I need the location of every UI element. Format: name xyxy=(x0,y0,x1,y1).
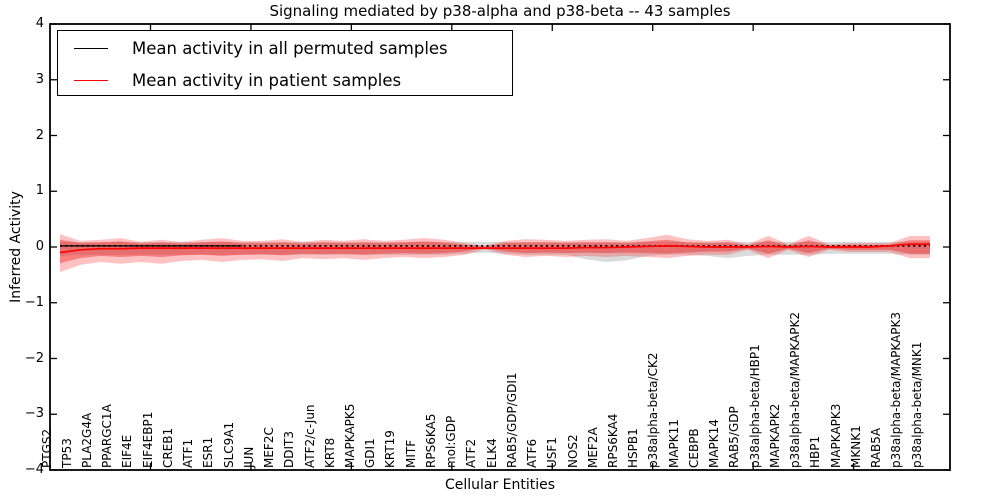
entity-label: NOS2 xyxy=(565,434,580,468)
y-tick-label: −3 xyxy=(24,406,44,422)
entity-label: MAPKAPK2 xyxy=(767,403,782,468)
chart-title: Signaling mediated by p38-alpha and p38-… xyxy=(269,2,731,20)
legend: Mean activity in all permuted samples Me… xyxy=(57,30,513,96)
entity-label: p38alpha-beta/MAPKAPK3 xyxy=(889,312,904,468)
entity-label: ATF6 xyxy=(525,438,540,468)
entity-label: RAB5A xyxy=(869,427,884,468)
entity-label: ELK4 xyxy=(484,438,499,468)
patient-line-swatch-icon xyxy=(74,79,108,81)
entity-label: MAPK11 xyxy=(666,419,681,468)
y-tick-label: −4 xyxy=(24,462,44,477)
entity-label: PTGS2 xyxy=(39,428,54,468)
entity-label: RPS6KA4 xyxy=(606,413,620,468)
entity-label: EIF4E xyxy=(120,434,135,468)
entity-label: ATF2/c-Jun xyxy=(302,404,317,468)
legend-label-permuted: Mean activity in all permuted samples xyxy=(132,38,448,58)
entity-label: RAB5/GDP xyxy=(727,406,742,468)
entity-label: MEF2C xyxy=(262,427,277,468)
permuted-line-swatch-icon xyxy=(74,47,108,49)
entity-label: MKNK1 xyxy=(848,425,863,468)
y-tick-label: −2 xyxy=(24,350,44,366)
y-tick-label: 3 xyxy=(35,71,44,87)
entity-label: JUN xyxy=(241,446,256,468)
y-tick-label: 1 xyxy=(35,183,44,199)
entity-label: CREB1 xyxy=(160,427,175,468)
y-tick-label: 0 xyxy=(35,239,44,254)
entity-label: PLA2G4A xyxy=(79,412,94,468)
entity-label: HSPB1 xyxy=(626,428,641,468)
y-axis-label: Inferred Activity xyxy=(8,191,24,303)
entity-label: GDI1 xyxy=(363,438,378,468)
entity-label: ATF2 xyxy=(464,438,479,468)
entity-label: EIF4EBP1 xyxy=(140,411,155,468)
band-patient-outer-band xyxy=(60,234,930,273)
legend-item-permuted: Mean activity in all permuted samples xyxy=(58,33,512,63)
entity-label: MAPKAPK3 xyxy=(828,403,843,468)
entity-label: TP53 xyxy=(59,438,74,468)
legend-label-patient: Mean activity in patient samples xyxy=(132,70,402,90)
y-tick-label: 2 xyxy=(35,127,44,143)
x-axis-label: Cellular Entities xyxy=(444,477,556,493)
entity-label: PPARGC1A xyxy=(100,404,115,468)
entity-label: RPS6KA5 xyxy=(423,413,438,468)
entity-label: MAPK14 xyxy=(707,419,722,468)
line-patient-mean xyxy=(59,243,930,254)
entity-label: p38alpha-beta/MAPKAPK2 xyxy=(788,312,803,468)
entity-label: KRT19 xyxy=(383,430,398,468)
entity-label: p38alpha-beta/MNK1 xyxy=(909,341,924,468)
y-tick-label: 4 xyxy=(35,16,44,31)
entity-label: CEBPB xyxy=(686,428,701,468)
entity-label: USF1 xyxy=(545,437,560,468)
entity-label: KRT8 xyxy=(322,437,337,468)
entity-label: ESR1 xyxy=(201,436,216,468)
entity-label: mol:GDP xyxy=(444,415,459,468)
y-tick-label: −1 xyxy=(24,294,44,310)
entity-label: HBP1 xyxy=(808,435,823,468)
entity-label: DDIT3 xyxy=(282,431,297,468)
entity-label: p38alpha-beta/HBP1 xyxy=(747,344,762,468)
entity-label: MITF xyxy=(403,439,418,468)
entity-label: ATF1 xyxy=(181,438,196,468)
entity-label: p38alpha-beta/CK2 xyxy=(646,352,661,468)
entity-label: SLC9A1 xyxy=(221,421,236,468)
entity-label: MAPKAPK5 xyxy=(342,403,357,468)
legend-item-patient: Mean activity in patient samples xyxy=(58,65,512,95)
entity-label: MEF2A xyxy=(585,427,600,468)
entity-label: RAB5/GDP/GDI1 xyxy=(504,372,519,468)
